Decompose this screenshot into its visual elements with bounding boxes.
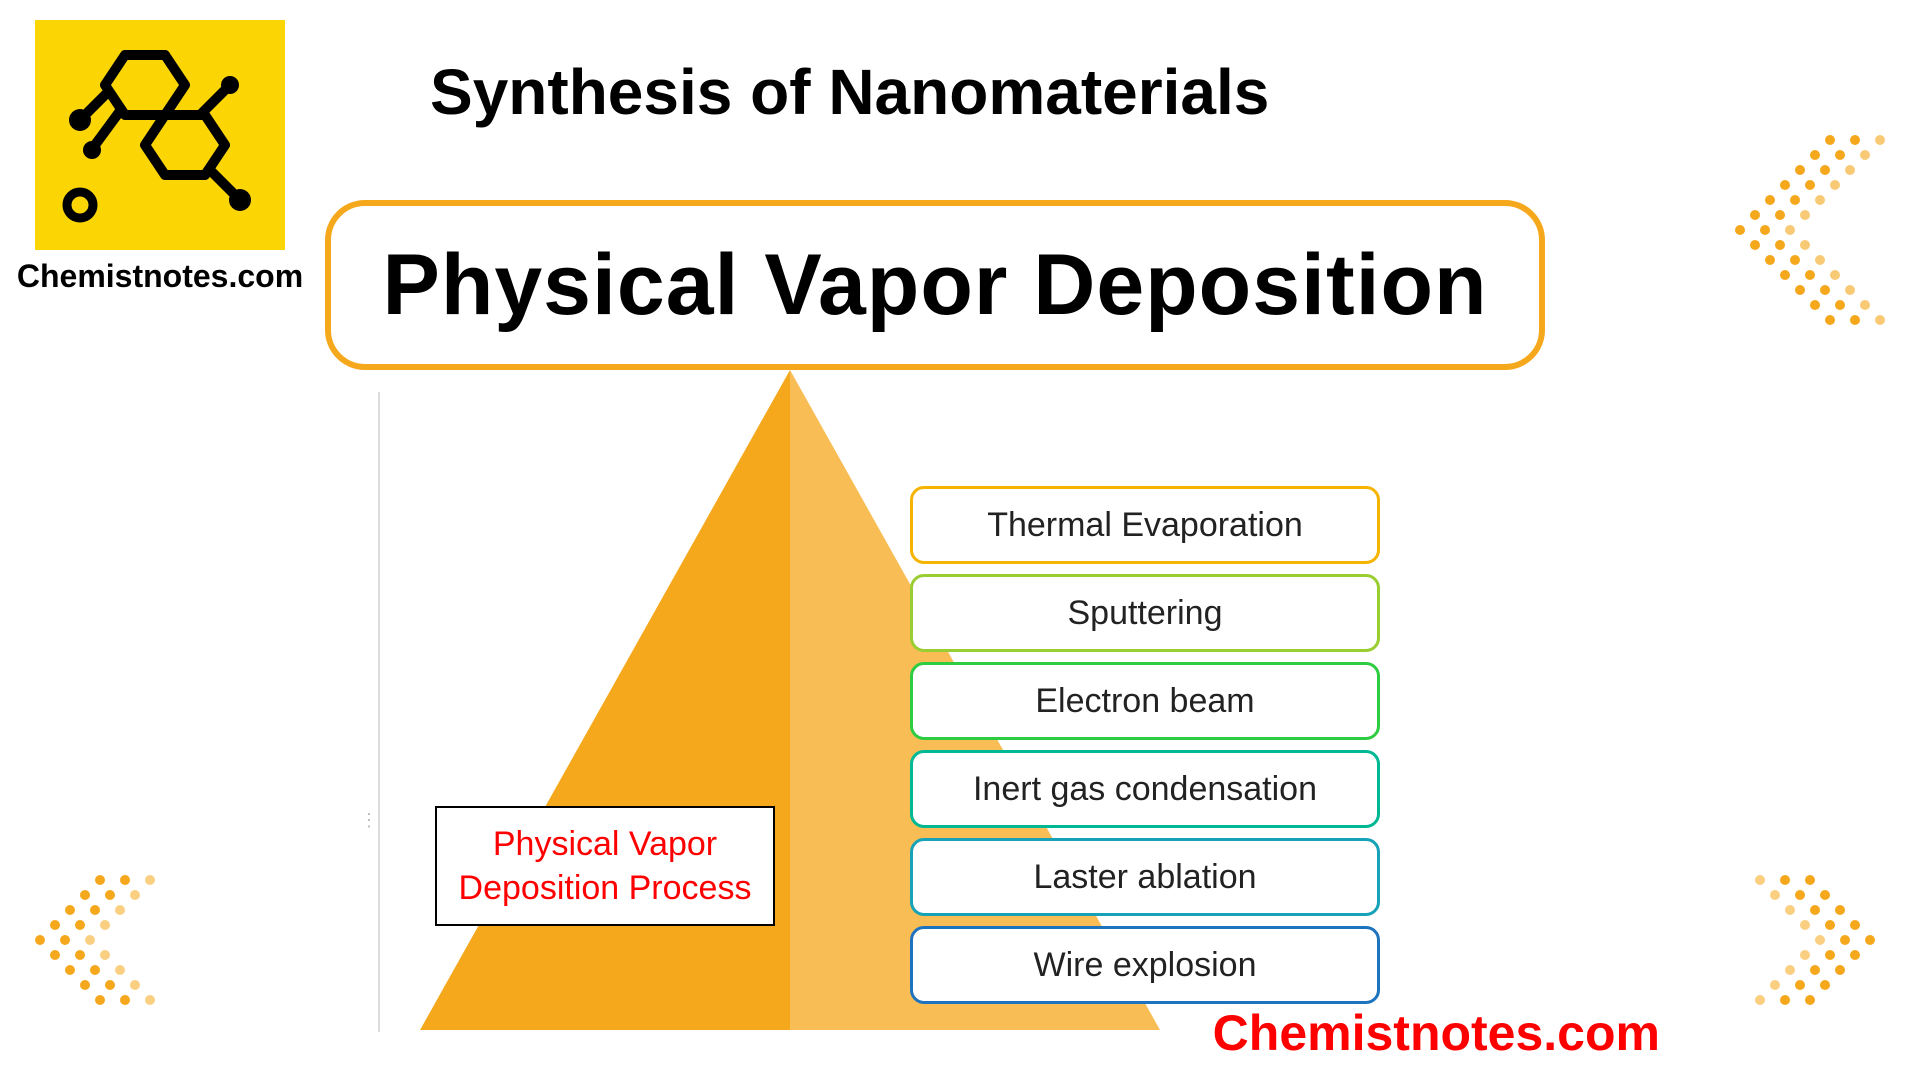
list-item: Thermal Evaporation [910,486,1380,564]
decor-dots-top-right [1720,120,1890,340]
list-item: Wire explosion [910,926,1380,1004]
footer-watermark: Chemistnotes.com [1213,1004,1660,1062]
title-text: Physical Vapor Deposition [382,236,1487,335]
list-item: Inert gas condensation [910,750,1380,828]
logo-block: Chemistnotes.com [10,20,310,295]
logo-bg [35,20,285,250]
process-label-text: Physical Vapor Deposition Process [437,822,773,910]
list-item: Electron beam [910,662,1380,740]
molecule-icon [55,35,265,235]
method-list: Thermal Evaporation Sputtering Electron … [910,486,1380,1014]
grabber-icon: ⋮ [360,810,378,831]
vertical-guide [378,392,380,1032]
decor-dots-left [20,840,170,1040]
title-box: Physical Vapor Deposition [325,200,1545,370]
list-item: Laster ablation [910,838,1380,916]
page-subtitle: Synthesis of Nanomaterials [430,55,1269,129]
decor-dots-right [1740,840,1900,1040]
logo-site-text: Chemistnotes.com [10,258,310,295]
list-item: Sputtering [910,574,1380,652]
process-label-box: Physical Vapor Deposition Process [435,806,775,926]
